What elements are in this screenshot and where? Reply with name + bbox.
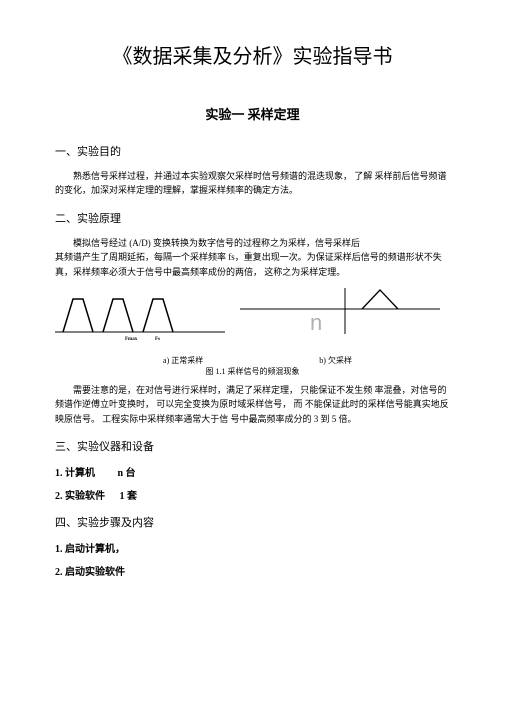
caption-a: a) 正常采样 <box>163 355 203 366</box>
caption-b: b) 欠采样 <box>319 355 352 366</box>
figure-left-svg: Fmax Fs <box>55 287 235 342</box>
equip-2-label: 2. 实验软件 <box>55 491 105 502</box>
section-4-heading: 四、实验步骤及内容 <box>55 514 450 530</box>
document-title: 《数据采集及分析》实验指导书 <box>55 40 450 69</box>
section-3-heading: 三、实验仪器和设备 <box>55 438 450 454</box>
experiment-title: 实验一 采样定理 <box>55 104 450 123</box>
section-2-para-1a: 模拟信号经过 (A/D) 变换转换为数字信号的过程称之为采样，信号采样后 <box>73 238 360 248</box>
section-2-para-1: 模拟信号经过 (A/D) 变换转换为数字信号的过程称之为采样，信号采样后 其频谱… <box>55 236 450 279</box>
section-1-para: 熟悉信号采样过程，并通过本实验观察欠采样时信号频谱的混迭现象， 了解 采样前后信… <box>55 169 450 198</box>
section-2-heading: 二、实验原理 <box>55 210 450 226</box>
equip-2-qty: 1 套 <box>120 491 138 502</box>
figure-right-svg: n <box>240 287 450 335</box>
figure-caption-row: a) 正常采样 b) 欠采样 <box>55 355 450 366</box>
svg-text:Fs: Fs <box>155 337 160 342</box>
equip-1-label: 1. 计算机 <box>55 468 95 479</box>
section-2-para-1b: 其频谱产生了周期延拓，每隔一个采样频率 fs，重复出现一次。为保证采样后信号的频… <box>55 252 442 276</box>
section-2-para-2: 需要注意的是，在对信号进行采样时，满足了采样定理， 只能保证不发生频 率混叠，对… <box>55 383 450 426</box>
equipment-item-1: 1. 计算机 n 台 <box>55 464 450 479</box>
figure-1-1: Fmax Fs n <box>55 287 450 347</box>
svg-text:n: n <box>310 310 322 335</box>
svg-text:Fmax: Fmax <box>125 337 138 342</box>
section-1-heading: 一、实验目的 <box>55 143 450 159</box>
step-1: 1. 启动计算机， <box>55 540 450 555</box>
equipment-item-2: 2. 实验软件 1 套 <box>55 487 450 502</box>
figure-label: 图 1.1 采样信号的频混现象 <box>55 366 450 377</box>
step-2: 2. 启动实验软件 <box>55 563 450 578</box>
equip-1-qty: n 台 <box>118 468 136 479</box>
